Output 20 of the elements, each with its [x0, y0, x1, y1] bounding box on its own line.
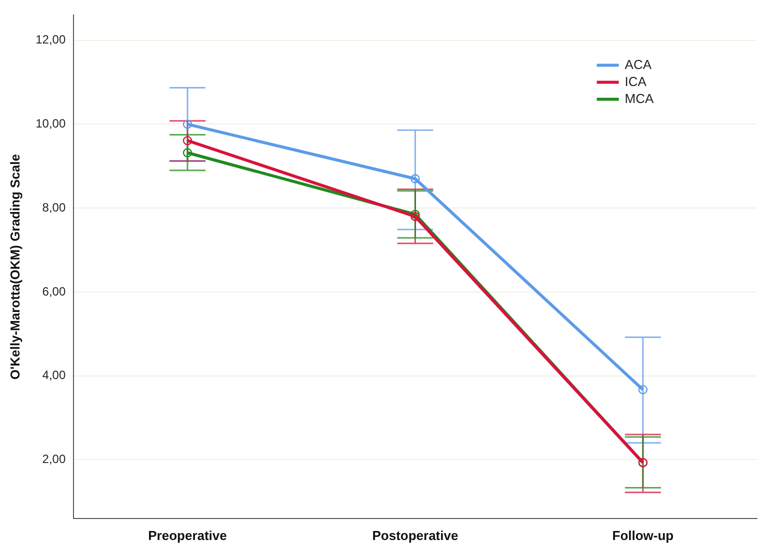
- x-tick-label: Postoperative: [372, 528, 458, 543]
- y-tick-label: 4,00: [42, 368, 66, 382]
- y-tick-label: 2,00: [42, 452, 66, 466]
- point: [410, 212, 420, 222]
- legend-label: ICA: [624, 74, 647, 89]
- point: [182, 120, 192, 129]
- x-tick-label: Preoperative: [148, 528, 227, 543]
- point: [410, 174, 420, 184]
- y-tick-label: 6,00: [42, 284, 66, 298]
- point: [182, 136, 192, 146]
- y-axis-title: O'Kelly-Marotta(OKM) Grading Scale: [7, 154, 22, 380]
- legend-label: MCA: [624, 90, 654, 106]
- x-tick-label: Follow-up: [612, 528, 674, 543]
- legend-label: ACA: [624, 56, 652, 72]
- point: [182, 148, 192, 158]
- y-tick-label: 10,00: [36, 116, 66, 131]
- y-tick-label: 12,00: [36, 32, 66, 47]
- y-tick-label: 8,00: [42, 200, 66, 214]
- point: [638, 385, 648, 394]
- point: [410, 210, 420, 219]
